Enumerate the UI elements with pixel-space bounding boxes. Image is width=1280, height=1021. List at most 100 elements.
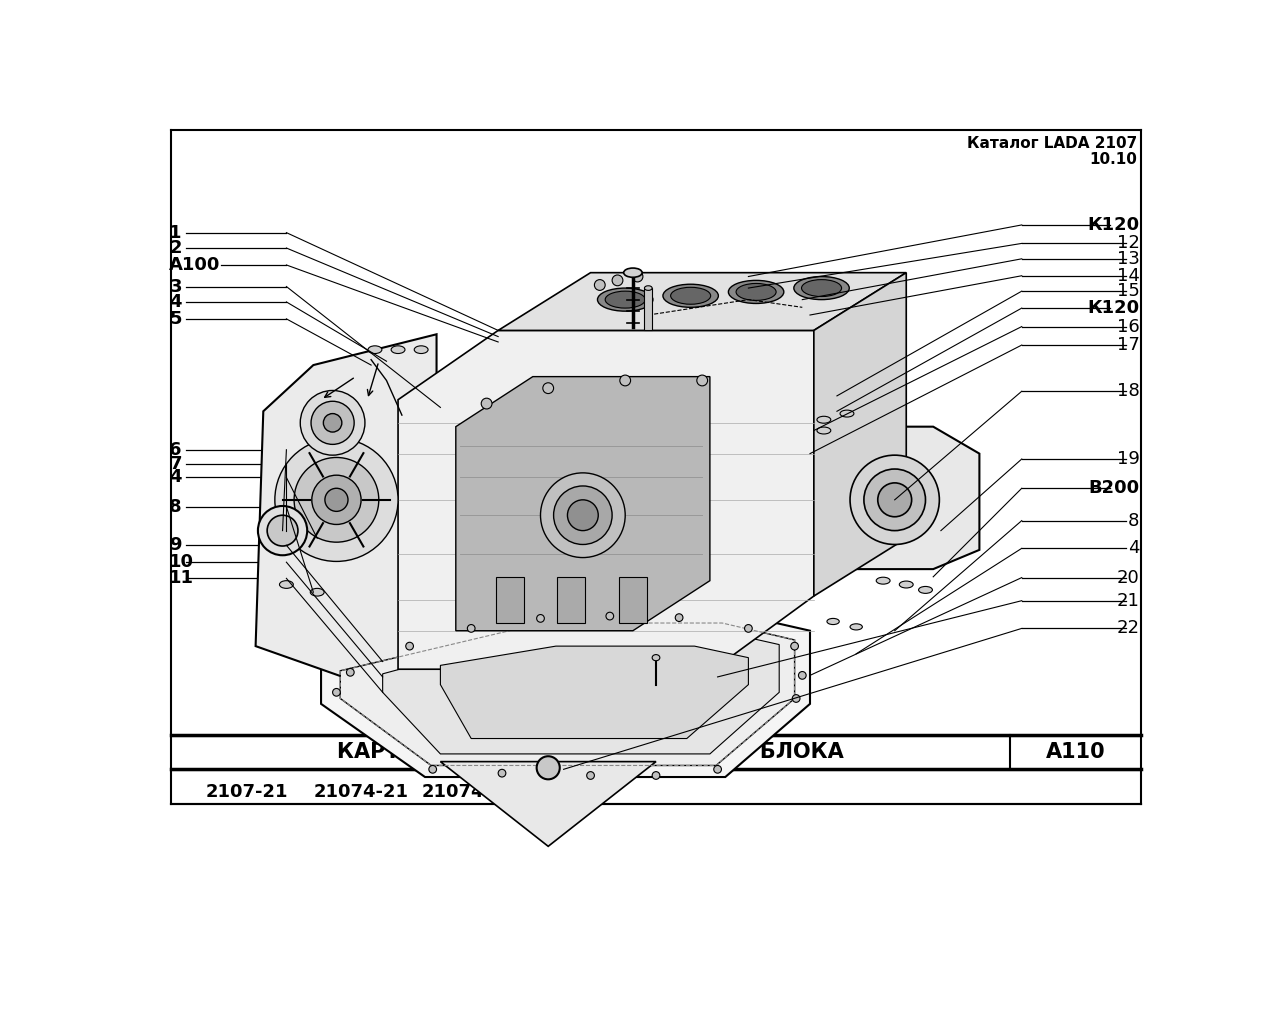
Polygon shape xyxy=(440,762,657,846)
Ellipse shape xyxy=(794,277,849,299)
Circle shape xyxy=(347,669,355,676)
Ellipse shape xyxy=(817,417,831,424)
Text: 21: 21 xyxy=(1116,592,1139,610)
Circle shape xyxy=(586,772,594,779)
Text: 10.10: 10.10 xyxy=(1089,152,1137,166)
Ellipse shape xyxy=(728,281,783,303)
Text: 6: 6 xyxy=(169,441,182,458)
Text: КАРТЕР  МАСЛЯНЫЙ  И  КРЫШКИ  БЛОКА: КАРТЕР МАСЛЯНЫЙ И КРЫШКИ БЛОКА xyxy=(337,742,844,762)
Text: А110: А110 xyxy=(1046,742,1106,762)
Text: Каталог LADA 2107: Каталог LADA 2107 xyxy=(966,137,1137,151)
Circle shape xyxy=(333,688,340,696)
Text: 2107-21: 2107-21 xyxy=(206,783,288,801)
Circle shape xyxy=(294,457,379,542)
Text: 18: 18 xyxy=(1117,382,1139,400)
Circle shape xyxy=(481,398,492,409)
Circle shape xyxy=(540,473,625,557)
Circle shape xyxy=(536,615,544,622)
Polygon shape xyxy=(340,623,795,766)
Circle shape xyxy=(301,390,365,455)
Circle shape xyxy=(467,625,475,632)
Circle shape xyxy=(324,414,342,432)
Circle shape xyxy=(612,275,623,286)
Ellipse shape xyxy=(623,269,643,278)
Ellipse shape xyxy=(850,624,863,630)
Polygon shape xyxy=(383,631,780,753)
Circle shape xyxy=(498,769,506,777)
Text: 16: 16 xyxy=(1117,318,1139,336)
Circle shape xyxy=(594,280,605,290)
Circle shape xyxy=(799,672,806,679)
Ellipse shape xyxy=(736,284,776,300)
Text: 21074-21: 21074-21 xyxy=(314,783,408,801)
Ellipse shape xyxy=(605,291,645,308)
Text: 8: 8 xyxy=(1128,512,1139,530)
Ellipse shape xyxy=(310,588,324,596)
Text: 3: 3 xyxy=(169,278,182,295)
Circle shape xyxy=(567,500,598,531)
Circle shape xyxy=(605,613,613,620)
Ellipse shape xyxy=(817,427,831,434)
Text: 15: 15 xyxy=(1116,282,1139,300)
Polygon shape xyxy=(498,273,906,331)
Text: 8: 8 xyxy=(169,498,182,516)
Polygon shape xyxy=(256,334,436,692)
Ellipse shape xyxy=(598,288,653,311)
Text: 21074-30: 21074-30 xyxy=(421,783,516,801)
Circle shape xyxy=(553,486,612,544)
Text: 20: 20 xyxy=(1117,569,1139,587)
Circle shape xyxy=(257,506,307,555)
Ellipse shape xyxy=(919,586,932,593)
Polygon shape xyxy=(456,377,710,631)
Circle shape xyxy=(429,766,436,773)
Ellipse shape xyxy=(671,287,710,304)
Text: К120: К120 xyxy=(1088,215,1139,234)
Polygon shape xyxy=(321,612,810,777)
Text: 14: 14 xyxy=(1116,266,1139,285)
Bar xyxy=(495,577,524,623)
Circle shape xyxy=(620,375,631,386)
Circle shape xyxy=(312,475,361,525)
Text: 10: 10 xyxy=(169,553,195,571)
Polygon shape xyxy=(440,646,749,738)
Circle shape xyxy=(652,772,660,779)
Circle shape xyxy=(791,642,799,650)
Ellipse shape xyxy=(827,619,840,625)
Circle shape xyxy=(268,516,298,546)
Text: 17: 17 xyxy=(1116,336,1139,354)
Text: 12: 12 xyxy=(1116,235,1139,252)
Circle shape xyxy=(275,438,398,562)
Bar xyxy=(644,288,652,331)
Polygon shape xyxy=(814,427,979,569)
Text: 22: 22 xyxy=(1116,620,1139,637)
Text: 1: 1 xyxy=(169,224,182,242)
Circle shape xyxy=(406,642,413,650)
Ellipse shape xyxy=(877,577,890,584)
Circle shape xyxy=(676,614,684,622)
Circle shape xyxy=(325,488,348,512)
Polygon shape xyxy=(814,273,906,596)
Ellipse shape xyxy=(900,581,913,588)
Ellipse shape xyxy=(369,346,381,353)
Ellipse shape xyxy=(663,284,718,307)
Ellipse shape xyxy=(392,346,404,353)
Ellipse shape xyxy=(644,286,652,290)
Circle shape xyxy=(632,272,643,282)
Text: 9: 9 xyxy=(169,536,182,554)
Ellipse shape xyxy=(801,280,841,296)
Ellipse shape xyxy=(652,654,660,661)
Circle shape xyxy=(878,483,911,517)
Text: 11: 11 xyxy=(169,570,195,587)
Text: 4: 4 xyxy=(169,293,182,311)
Text: 7: 7 xyxy=(169,454,182,473)
Text: 4: 4 xyxy=(169,469,182,486)
Ellipse shape xyxy=(279,581,293,588)
Circle shape xyxy=(850,455,940,544)
Circle shape xyxy=(311,401,355,444)
Ellipse shape xyxy=(415,346,428,353)
Bar xyxy=(558,577,585,623)
Text: 5: 5 xyxy=(169,309,182,328)
Text: 19: 19 xyxy=(1116,450,1139,468)
Polygon shape xyxy=(398,331,814,669)
Text: В200: В200 xyxy=(1088,479,1139,497)
